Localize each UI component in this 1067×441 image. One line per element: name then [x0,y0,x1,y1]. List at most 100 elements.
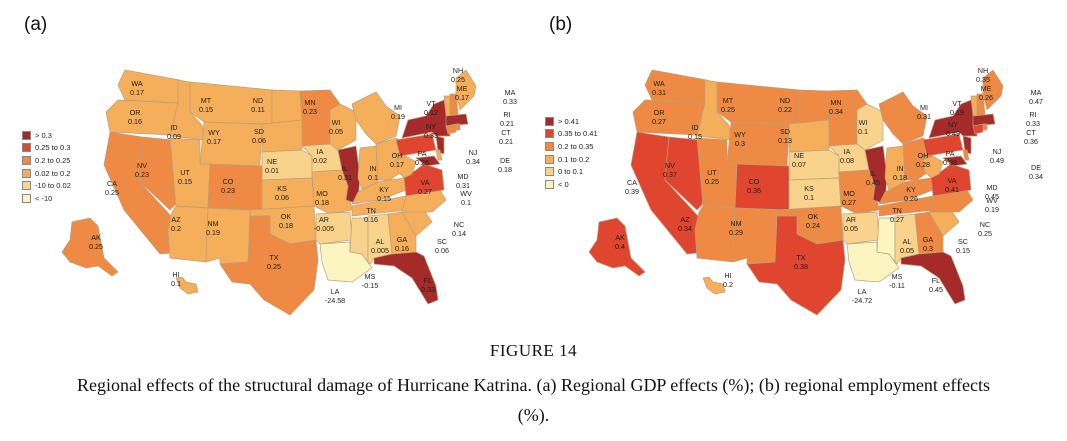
state-label-ma: MA 0.33 [503,88,517,106]
state-or [632,99,706,136]
state-label-co: CO 0.23 [221,177,235,195]
state-abbr: WY [208,128,220,137]
state-label-wi: WI 0.05 [329,118,343,136]
state-value: 0.17 [130,87,144,97]
state-abbr: MA [1030,88,1042,97]
state-abbr: WV [986,196,998,205]
state-value: 0.13 [778,135,792,145]
state-label-ne: NE 0.07 [792,151,806,169]
state-abbr: SC [437,237,447,246]
state-value: 0.25 [705,176,719,186]
state-abbr: NJ [992,147,1002,156]
state-value: 0.005 [371,245,389,255]
state-label-nc: NC 0.25 [978,220,992,238]
state-abbr: NH [452,66,464,75]
state-label-vt: VT 0.19 [950,99,964,117]
state-label-wv: WV 0.19 [985,196,999,214]
state-label-ms: MS -0.11 [889,272,905,290]
state-label-ar: AR -0.005 [314,215,334,233]
figure-caption: Regional effects of the structural damag… [77,375,990,425]
state-label-or: OR 0.16 [128,108,142,126]
state-value: 0.49 [946,128,960,138]
state-label-tx: TX 0.25 [267,253,281,271]
state-abbr: OR [129,108,141,117]
legend-item: > 0.3 [22,129,71,142]
map-legend: > 0.3 0.25 to 0.3 0.2 to 0.25 0.02 to 0.2 -1… [22,129,71,205]
state-abbr: KS [804,184,814,193]
state-abbr: ME [456,84,468,93]
state-value: 0.11 [251,104,265,114]
state-abbr: MT [722,96,734,105]
legend-label: 0.02 to 0.2 [35,168,71,178]
state-value: 0.26 [415,157,429,167]
state-label-oh: OH 0.17 [390,151,404,169]
state-label-ga: GA 0.3 [922,235,934,253]
state-value: 0.14 [452,228,466,238]
state-abbr: ID [170,123,178,132]
state-abbr: MD [457,172,469,181]
state-value: 0.15 [377,193,391,203]
state-abbr: OK [807,212,819,221]
state-label-ok: OK 0.18 [279,212,293,230]
state-label-co: CO 0.36 [747,177,761,195]
state-abbr: GA [922,235,934,244]
state-label-md: MD 0.45 [985,183,999,201]
state-value: 0.18 [315,197,329,207]
state-abbr: LA [857,287,867,296]
state-abbr: HI [724,271,732,280]
state-ar [315,211,353,245]
state-value: 0.02 [313,155,327,165]
state-abbr: NE [267,157,277,166]
state-label-oh: OH 0.28 [916,151,930,169]
state-value: 0.18 [279,220,293,230]
state-abbr: MS [364,272,376,281]
legend-swatch [545,129,554,139]
state-fl [373,251,439,305]
legend-swatch [22,168,31,178]
state-abbr: GA [396,235,408,244]
state-label-nv: NV 0.37 [663,161,677,179]
state-label-va: VA 0.27 [418,178,432,196]
state-value: 0.27 [890,214,904,224]
state-abbr: AK [615,233,625,242]
state-abbr: LA [330,287,340,296]
state-value: 0.23 [135,169,149,179]
state-abbr: UT [707,168,717,177]
state-abbr: MA [504,88,516,97]
legend-swatch [545,167,554,177]
state-label-hi: HI 0.2 [723,271,733,289]
state-abbr: ME [980,84,992,93]
state-label-va: VA 0.41 [945,176,959,194]
map-legend: > 0.41 0.35 to 0.41 0.2 to 0.35 0.1 to 0.2 0… [545,115,598,191]
state-value: 0.25 [978,228,992,238]
state-va [403,163,445,197]
state-label-sc: SC 0.06 [435,237,449,255]
state-me [455,69,477,111]
legend-label: -10 to 0.02 [35,181,71,191]
state-label-la: LA -24.58 [325,287,345,305]
state-wi [856,103,884,151]
state-value: 0.36 [747,185,761,195]
state-label-nc: NC 0.14 [452,220,466,238]
state-ct [972,123,984,135]
state-value: 0.28 [916,159,930,169]
map-panel-employment: (b) > 0.41 0.35 to 0.41 0.2 to 0.35 0.1 to … [533,0,1063,320]
state-abbr: MD [986,183,998,192]
state-value: 0.38 [943,157,957,167]
state-value: 0.3 [922,243,933,253]
state-label-pa: PA 0.26 [415,149,429,167]
state-value: 0.01 [265,165,279,175]
state-abbr: NJ [468,148,478,157]
state-abbr: TN [892,206,902,215]
state-sd [788,119,830,153]
state-value: 0.23 [221,185,235,195]
state-abbr: KY [906,185,916,194]
state-value: 0.29 [729,227,743,237]
state-label-sc: SC 0.15 [956,237,970,255]
state-value: 0.4 [615,241,625,251]
state-wi [329,103,357,151]
legend-item: < -10 [22,192,71,205]
state-abbr: OR [653,108,665,117]
state-value: 0.21 [499,136,513,146]
state-label-ky: KY 0.15 [377,185,391,203]
